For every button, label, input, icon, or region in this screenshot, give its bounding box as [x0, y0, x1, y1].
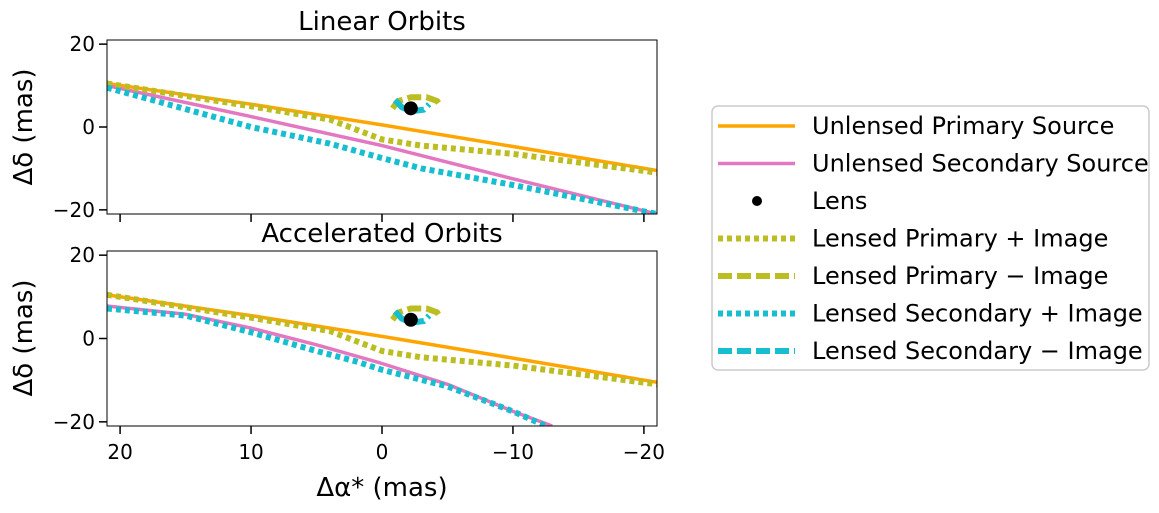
legend-label: Lensed Secondary − Image: [812, 337, 1143, 365]
y-tick-label: 20: [70, 32, 95, 56]
series-line: [107, 84, 657, 214]
x-tick-label: 20: [107, 440, 132, 464]
legend: Unlensed Primary Source Unlensed Secondar…: [711, 105, 1150, 371]
legend-item: Lensed Secondary − Image: [718, 337, 1143, 365]
x-tick-label: 0: [376, 440, 389, 464]
y-tick-label: 0: [82, 115, 95, 139]
y-axis-label: Δδ (mas): [9, 68, 39, 185]
legend-item: Lensed Primary − Image: [718, 262, 1108, 290]
y-tick-label: 20: [70, 243, 95, 267]
series-line: [107, 305, 547, 426]
x-tick-label: −20: [623, 440, 665, 464]
x-tick-label: −10: [492, 440, 534, 464]
legend-item: Unlensed Primary Source: [718, 112, 1114, 140]
panel-linear-orbits: Linear Orbits 20 0 −20 Δδ (mas): [9, 7, 658, 222]
series-line: [107, 304, 553, 426]
panel-title: Accelerated Orbits: [261, 219, 502, 249]
legend-frame: [711, 105, 1150, 371]
y-tick-label: −20: [53, 410, 95, 434]
lens-marker: [403, 101, 418, 116]
series-line: [107, 293, 657, 385]
series-line: [107, 291, 657, 388]
x-tick-label: 10: [238, 440, 263, 464]
lens-marker: [403, 312, 418, 327]
panel-accelerated-orbits: Accelerated Orbits 20 10 0 −10 −20 20 0 −20 Δδ …: [9, 219, 665, 503]
legend-item: Lensed Secondary + Image: [718, 300, 1143, 328]
legend-label: Lens: [812, 187, 867, 215]
series-line: [107, 83, 657, 214]
y-tick-label: 0: [82, 327, 95, 351]
x-axis-label: Δα* (mas): [316, 473, 447, 503]
series-line: [107, 80, 657, 176]
legend-label: Unlensed Primary Source: [812, 112, 1114, 140]
legend-label: Lensed Primary − Image: [812, 262, 1108, 290]
legend-label: Lensed Primary + Image: [812, 225, 1108, 253]
panel-title: Linear Orbits: [298, 7, 466, 37]
y-axis-label: Δδ (mas): [9, 279, 39, 396]
plot-frame: [106, 39, 658, 215]
legend-item: Lensed Primary + Image: [718, 225, 1108, 253]
legend-label: Unlensed Secondary Source: [812, 150, 1149, 178]
legend-item: Lens: [752, 187, 867, 215]
plot-frame: [106, 250, 658, 427]
series-line: [107, 81, 657, 173]
y-tick-label: −20: [53, 198, 95, 222]
legend-label: Lensed Secondary + Image: [812, 300, 1143, 328]
legend-item: Unlensed Secondary Source: [718, 150, 1149, 178]
legend-marker: [752, 196, 762, 206]
